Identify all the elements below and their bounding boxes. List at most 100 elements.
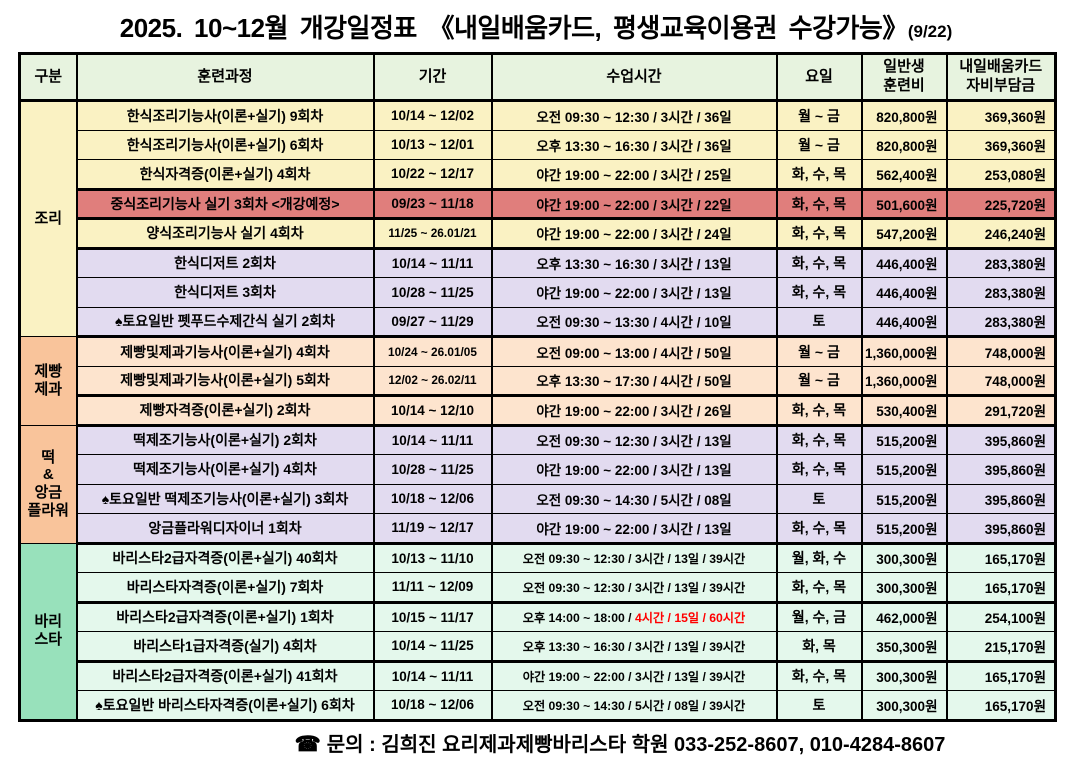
days-cell: 월 ~ 금 bbox=[775, 129, 863, 160]
table-row: 제빵및제과기능사(이론+실기) 5회차 12/02 ~ 26.02/11 오후 13… bbox=[20, 365, 1057, 397]
period-cell: 09/23 ~ 11/18 bbox=[372, 188, 493, 220]
course-cell: 중식조리기능사 실기 3회차 <개강예정> bbox=[75, 188, 375, 220]
course-cell: 한식조리기능사(이론+실기) 6회차 bbox=[75, 129, 375, 160]
days-cell: 화, 수, 목 bbox=[775, 660, 863, 691]
table-row: 제빵 제과 제빵및제과기능사(이론+실기) 4회차 10/24 ~ 26.01/05… bbox=[18, 336, 1057, 426]
page-title-suffix: (9/22) bbox=[907, 22, 953, 41]
time-text: 오전 09:30 ~ 12:30 / 3시간 / 13일 / 39시간 bbox=[522, 552, 746, 567]
period-cell: 10/14 ~ 11/11 bbox=[372, 247, 493, 278]
time-cell: 오전 09:30 ~ 12:30 / 3시간 / 36일 bbox=[490, 100, 778, 131]
table-header: 구분 훈련과정 기간 수업시간 요일 일반생 훈련비 내일배움카드 자비부담금 bbox=[18, 53, 1057, 102]
footer-contact-text: 문의 : 김희진 요리제과제빵바리스타 학원 033-252-8607, 010… bbox=[326, 733, 946, 756]
time-cell: 야간 19:00 ~ 22:00 / 3시간 / 13일 / 39시간 bbox=[490, 660, 778, 691]
course-cell: 제빵및제과기능사(이론+실기) 5회차 bbox=[75, 365, 375, 397]
table-row: 바리스타2급자격증(이론+실기) 1회차 10/15 ~ 11/17 오후 14:0… bbox=[20, 601, 1057, 632]
fee-cell: 462,000원 bbox=[860, 601, 948, 632]
table-row: 바리 스타 바리스타2급자격증(이론+실기) 40회차 10/13 ~ 11/10 오… bbox=[18, 542, 1057, 721]
table-row: 제빵자격증(이론+실기) 2회차 10/14 ~ 12/10 야간 19:00 ~ … bbox=[20, 395, 1057, 427]
copay-cell: 165,170원 bbox=[945, 572, 1057, 604]
phone-icon: ☎ bbox=[294, 732, 321, 756]
table-row: 바리스타2급자격증(이론+실기) 41회차 10/14 ~ 11/11 야간 19:… bbox=[20, 660, 1057, 691]
copay-cell: 748,000원 bbox=[945, 365, 1057, 397]
category-cell: 떡 & 앙금 플라워 bbox=[18, 424, 78, 544]
column-header-days: 요일 bbox=[775, 53, 863, 102]
course-cell: ♠토요일반 펫푸드수제간식 실기 2회차 bbox=[75, 306, 375, 338]
course-cell: 한식디저트 2회차 bbox=[75, 247, 375, 278]
time-text: 야간 19:00 ~ 22:00 / 3시간 / 22일 bbox=[536, 197, 732, 213]
copay-cell: 395,860원 bbox=[945, 483, 1057, 514]
period-cell: 11/25 ~ 26.01/21 bbox=[372, 218, 493, 250]
time-text: 오후 13:30 ~ 16:30 / 3시간 / 13일 bbox=[536, 257, 732, 273]
column-header-time: 수업시간 bbox=[490, 53, 778, 102]
course-cell: 제빵및제과기능사(이론+실기) 4회차 bbox=[75, 336, 375, 367]
time-cell: 야간 19:00 ~ 22:00 / 3시간 / 22일 bbox=[490, 188, 778, 220]
period-cell: 10/18 ~ 12/06 bbox=[372, 483, 493, 514]
course-cell: 바리스타2급자격증(이론+실기) 1회차 bbox=[75, 601, 375, 632]
days-cell: 화, 수, 목 bbox=[775, 395, 863, 427]
period-cell: 10/14 ~ 12/10 bbox=[372, 395, 493, 427]
days-cell: 화, 수, 목 bbox=[775, 188, 863, 220]
course-cell: 떡제조기능사(이론+실기) 2회차 bbox=[75, 424, 375, 455]
time-text: 오전 09:30 ~ 12:30 / 3시간 / 36일 bbox=[536, 109, 732, 125]
time-text: 야간 19:00 ~ 22:00 / 3시간 / 13일 / 39시간 bbox=[522, 670, 746, 685]
copay-cell: 215,170원 bbox=[945, 631, 1057, 663]
column-header-period: 기간 bbox=[372, 53, 493, 102]
time-cell: 야간 19:00 ~ 22:00 / 3시간 / 13일 bbox=[490, 454, 778, 485]
time-text: 오후 14:00 ~ 18:00 / bbox=[522, 611, 635, 626]
table-row: ♠토요일반 바리스타자격증(이론+실기) 6회차 10/18 ~ 12/06 오전 … bbox=[20, 690, 1057, 722]
days-cell: 토 bbox=[775, 306, 863, 338]
table-row: 떡 & 앙금 플라워 떡제조기능사(이론+실기) 2회차 10/14 ~ 11/11… bbox=[18, 424, 1057, 544]
schedule-table: 구분 훈련과정 기간 수업시간 요일 일반생 훈련비 내일배움카드 자비부담금 … bbox=[18, 52, 1057, 722]
fee-cell: 501,600원 bbox=[860, 188, 948, 220]
category-cell: 조리 bbox=[18, 100, 78, 337]
fee-cell: 820,800원 bbox=[860, 100, 948, 131]
time-text: 오후 13:30 ~ 17:30 / 4시간 / 50일 bbox=[536, 374, 732, 390]
days-cell: 월, 화, 수 bbox=[775, 542, 863, 573]
time-text: 오전 09:00 ~ 13:00 / 4시간 / 50일 bbox=[536, 345, 732, 361]
copay-cell: 395,860원 bbox=[945, 513, 1057, 545]
time-cell: 야간 19:00 ~ 22:00 / 3시간 / 13일 bbox=[490, 277, 778, 308]
table-row: 한식조리기능사(이론+실기) 6회차 10/13 ~ 12/01 오후 13:30 … bbox=[20, 129, 1057, 160]
fee-cell: 515,200원 bbox=[860, 424, 948, 455]
time-text: 야간 19:00 ~ 22:00 / 3시간 / 13일 bbox=[536, 463, 732, 479]
period-cell: 10/18 ~ 12/06 bbox=[372, 690, 493, 722]
copay-cell: 369,360원 bbox=[945, 129, 1057, 160]
category-cell: 바리 스타 bbox=[18, 542, 78, 721]
time-cell: 오전 09:30 ~ 13:30 / 4시간 / 10일 bbox=[490, 306, 778, 338]
time-text: 오전 09:30 ~ 13:30 / 4시간 / 10일 bbox=[536, 315, 732, 331]
fee-cell: 300,300원 bbox=[860, 690, 948, 722]
days-cell: 화, 수, 목 bbox=[775, 454, 863, 485]
table-row: 바리스타자격증(이론+실기) 7회차 11/11 ~ 12/09 오전 09:30 … bbox=[20, 572, 1057, 604]
copay-cell: 253,080원 bbox=[945, 159, 1057, 191]
period-cell: 10/15 ~ 11/17 bbox=[372, 601, 493, 632]
time-text: 오전 09:30 ~ 14:30 / 5시간 / 08일 bbox=[536, 492, 732, 508]
days-cell: 월 ~ 금 bbox=[775, 365, 863, 397]
time-cell: 오전 09:00 ~ 13:00 / 4시간 / 50일 bbox=[490, 336, 778, 367]
course-cell: 앙금플라워디자이너 1회차 bbox=[75, 513, 375, 545]
time-cell: 야간 19:00 ~ 22:00 / 3시간 / 25일 bbox=[490, 159, 778, 191]
period-cell: 12/02 ~ 26.02/11 bbox=[372, 365, 493, 397]
course-cell: 양식조리기능사 실기 4회차 bbox=[75, 218, 375, 250]
course-cell: 바리스타2급자격증(이론+실기) 41회차 bbox=[75, 660, 375, 691]
days-cell: 화, 수, 목 bbox=[775, 424, 863, 455]
fee-cell: 820,800원 bbox=[860, 129, 948, 160]
time-cell: 오전 09:30 ~ 12:30 / 3시간 / 13일 / 39시간 bbox=[490, 572, 778, 604]
course-cell: ♠토요일반 떡제조기능사(이론+실기) 3회차 bbox=[75, 483, 375, 514]
copay-cell: 283,380원 bbox=[945, 247, 1057, 278]
course-cell: 제빵자격증(이론+실기) 2회차 bbox=[75, 395, 375, 427]
table-row: 한식디저트 2회차 10/14 ~ 11/11 오후 13:30 ~ 16:30 /… bbox=[20, 247, 1057, 278]
period-cell: 10/14 ~ 12/02 bbox=[372, 100, 493, 131]
period-cell: 10/13 ~ 12/01 bbox=[372, 129, 493, 160]
period-cell: 09/27 ~ 11/29 bbox=[372, 306, 493, 338]
fee-cell: 446,400원 bbox=[860, 247, 948, 278]
table-row: 양식조리기능사 실기 4회차 11/25 ~ 26.01/21 야간 19:00 ~… bbox=[20, 218, 1057, 250]
time-cell: 오전 09:30 ~ 12:30 / 3시간 / 13일 / 39시간 bbox=[490, 542, 778, 573]
copay-cell: 369,360원 bbox=[945, 100, 1057, 131]
column-header-category: 구분 bbox=[18, 53, 78, 102]
copay-cell: 395,860원 bbox=[945, 424, 1057, 455]
table-row: 중식조리기능사 실기 3회차 <개강예정> 09/23 ~ 11/18 야간 19:… bbox=[20, 188, 1057, 220]
period-cell: 10/22 ~ 12/17 bbox=[372, 159, 493, 191]
copay-cell: 165,170원 bbox=[945, 690, 1057, 722]
copay-cell: 748,000원 bbox=[945, 336, 1057, 367]
time-text: 오전 09:30 ~ 12:30 / 3시간 / 13일 bbox=[536, 434, 732, 450]
